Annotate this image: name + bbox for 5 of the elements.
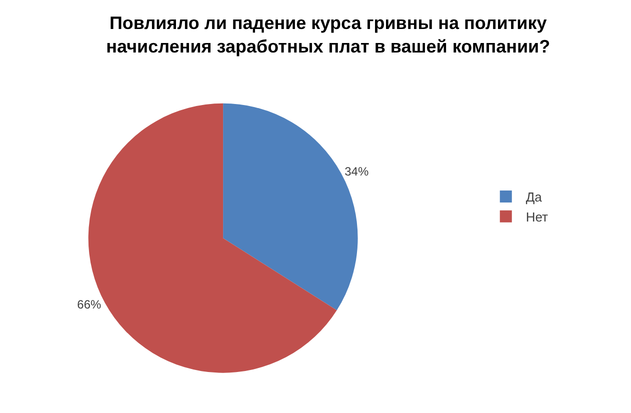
legend-label: Да [526, 190, 543, 205]
data-label: 34% [344, 164, 369, 179]
chart-title: Повлияло ли падение курса гривны на политику начисления заработных плат в вашей компании? [106, 12, 550, 56]
data-label: 66% [77, 298, 102, 312]
legend-label: Нет [526, 209, 548, 224]
